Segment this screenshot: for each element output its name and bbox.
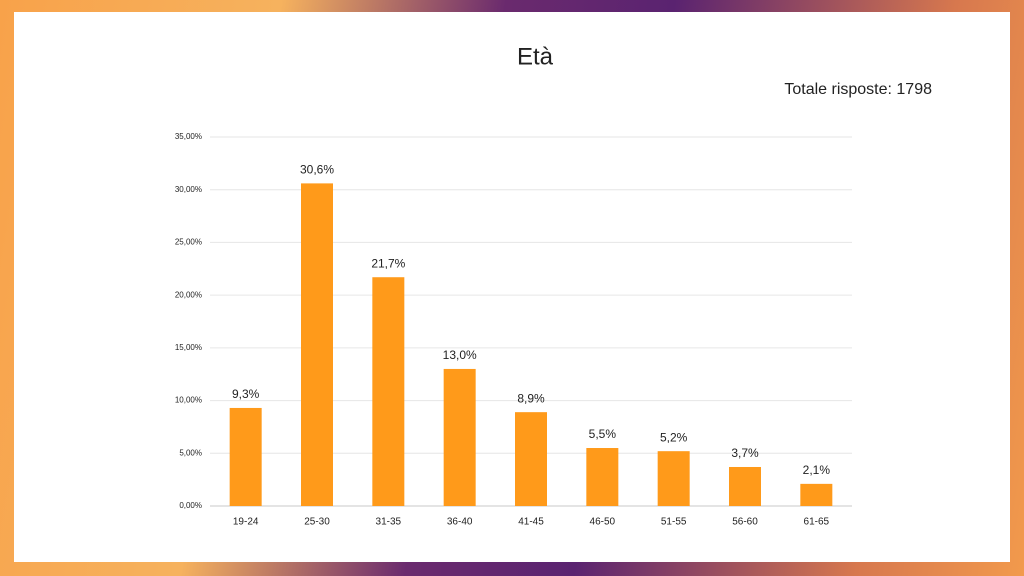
y-tick-label: 0,00%	[179, 501, 202, 510]
bar	[729, 466, 761, 506]
chart-subtitle: Totale risposte: 1798	[784, 81, 932, 98]
value-label: 21,7%	[371, 256, 405, 270]
value-label: 2,1%	[803, 463, 831, 477]
value-label: 8,9%	[517, 391, 545, 405]
value-label: 5,5%	[589, 427, 617, 441]
y-tick-label: 20,00%	[175, 290, 202, 299]
x-tick-label: 36-40	[447, 517, 473, 528]
x-tick-label: 31-35	[376, 517, 402, 528]
bar	[515, 412, 547, 506]
x-tick-label: 19-24	[233, 517, 259, 528]
x-tick-label: 56-60	[732, 517, 758, 528]
x-tick-label: 61-65	[804, 517, 830, 528]
value-label: 13,0%	[443, 348, 477, 362]
y-tick-label: 15,00%	[175, 343, 202, 352]
bar	[657, 451, 690, 506]
slide	[14, 12, 1010, 562]
x-tick-label: 51-55	[661, 517, 687, 528]
value-label: 5,2%	[660, 430, 688, 444]
y-tick-label: 35,00%	[175, 132, 202, 141]
y-tick-label: 30,00%	[175, 185, 202, 194]
y-tick-label: 25,00%	[175, 238, 202, 247]
value-label: 3,7%	[731, 446, 759, 460]
x-tick-label: 46-50	[590, 517, 616, 528]
x-tick-label: 41-45	[518, 517, 544, 528]
bar	[372, 277, 405, 506]
bar	[586, 448, 619, 506]
value-label: 30,6%	[300, 163, 334, 177]
chart-title: Età	[517, 43, 554, 70]
y-tick-label: 10,00%	[175, 396, 202, 405]
value-label: 9,3%	[232, 387, 260, 401]
x-tick-label: 25-30	[304, 517, 330, 528]
y-tick-label: 5,00%	[179, 448, 202, 457]
bar	[800, 483, 833, 506]
bar	[229, 407, 262, 506]
bar	[301, 183, 333, 507]
bar	[443, 368, 476, 506]
